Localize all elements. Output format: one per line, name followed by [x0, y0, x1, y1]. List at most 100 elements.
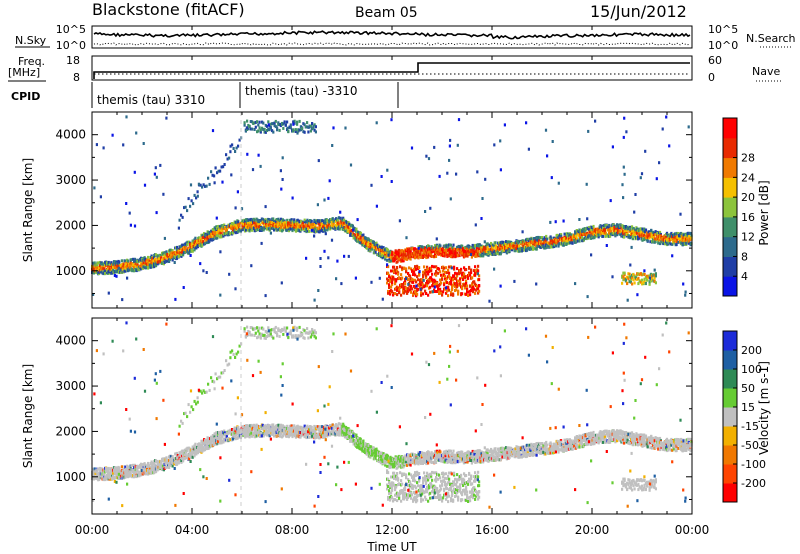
- power-cell: [317, 289, 320, 292]
- power-cell: [449, 255, 452, 259]
- power-cell: [646, 277, 649, 281]
- power-cell: [394, 292, 397, 296]
- power-cell: [318, 225, 321, 228]
- power-cell: [303, 123, 306, 127]
- power-cell: [391, 282, 394, 286]
- power-cell: [429, 253, 432, 256]
- velocity-cell: [93, 467, 96, 471]
- power-cell: [440, 291, 443, 295]
- power-cell: [121, 298, 124, 302]
- power-cell: [494, 241, 497, 245]
- power-cell: [327, 196, 330, 200]
- power-cell: [501, 249, 504, 253]
- power-cell: [643, 227, 646, 231]
- power-cell: [616, 223, 619, 227]
- power-cell: [447, 294, 450, 298]
- power-cell: [462, 278, 465, 281]
- power-points: [91, 115, 693, 303]
- power-cell: [630, 230, 634, 234]
- power-cell: [358, 238, 361, 242]
- power-cell: [658, 161, 661, 165]
- power-cell: [521, 230, 524, 234]
- power-cell: [378, 276, 381, 280]
- power-cell: [641, 273, 644, 277]
- power-cell: [302, 122, 305, 126]
- velocity-cell: [154, 465, 157, 469]
- power-cell: [387, 289, 390, 293]
- power-cell: [534, 243, 537, 247]
- power-cell: [627, 227, 630, 231]
- power-cell: [634, 233, 637, 236]
- power-cell: [643, 273, 646, 276]
- power-cell: [255, 224, 258, 227]
- power-cell: [675, 243, 678, 247]
- power-cell: [465, 282, 468, 285]
- power-cell: [220, 234, 223, 237]
- power-cell: [431, 249, 434, 253]
- power-cell: [410, 267, 413, 271]
- power-cell: [297, 223, 300, 227]
- power-cell: [276, 128, 279, 132]
- power-cell: [641, 278, 644, 282]
- power-cell: [670, 231, 673, 235]
- power-cell: [640, 172, 644, 176]
- power-cell: [388, 275, 391, 279]
- power-cell: [246, 152, 249, 156]
- power-cell: [274, 125, 277, 129]
- noise-left-tick-high: 10^5: [56, 23, 86, 36]
- power-cell: [665, 115, 668, 119]
- power-cell: [634, 193, 637, 196]
- power-cell: [221, 180, 224, 184]
- power-cell: [330, 238, 334, 242]
- power-cell: [382, 246, 385, 250]
- power-cell: [259, 130, 262, 134]
- power-cell: [163, 236, 166, 240]
- power-cell: [458, 250, 461, 254]
- power-cell: [217, 234, 220, 238]
- power-cell: [636, 227, 639, 231]
- velocity-cell: [142, 467, 145, 471]
- power-cell: [307, 227, 310, 231]
- power-cell: [408, 266, 411, 270]
- power-cell: [357, 233, 360, 237]
- velocity-cell: [97, 467, 100, 471]
- power-cell: [387, 271, 390, 275]
- power-cell: [443, 266, 446, 270]
- power-cell: [539, 239, 543, 243]
- velocity-cell: [194, 442, 197, 446]
- power-cell: [628, 275, 631, 279]
- power-cell: [388, 255, 391, 259]
- power-cell: [412, 278, 415, 282]
- power-cell: [666, 242, 669, 246]
- power-cell: [423, 253, 426, 257]
- velocity-cell: [103, 472, 106, 476]
- velocity-cell: [133, 463, 137, 467]
- power-cell: [514, 241, 517, 245]
- power-cell: [546, 237, 549, 241]
- power-cell: [220, 165, 223, 169]
- power-cell: [431, 290, 434, 294]
- power-cell: [271, 129, 274, 133]
- power-cell: [311, 127, 314, 131]
- power-cell: [450, 291, 453, 295]
- velocity-cell: [140, 469, 144, 472]
- power-cell: [277, 219, 280, 223]
- power-cell: [545, 234, 548, 238]
- power-cell: [480, 244, 483, 248]
- power-cell: [622, 233, 625, 237]
- power-cell: [332, 126, 335, 130]
- power-cell: [359, 231, 362, 235]
- power-cell: [277, 123, 280, 126]
- power-cell: [386, 281, 389, 285]
- power-cell: [292, 122, 295, 126]
- date-title: 15/Jun/2012: [590, 2, 687, 21]
- power-cell: [643, 234, 646, 238]
- power-cell: [247, 127, 250, 131]
- velocity-points: [91, 321, 693, 509]
- power-cell: [168, 260, 171, 263]
- power-cell: [622, 275, 625, 279]
- power-cell: [385, 258, 389, 262]
- power-cell: [316, 219, 319, 223]
- power-cell: [390, 259, 393, 263]
- power-cell: [664, 242, 667, 246]
